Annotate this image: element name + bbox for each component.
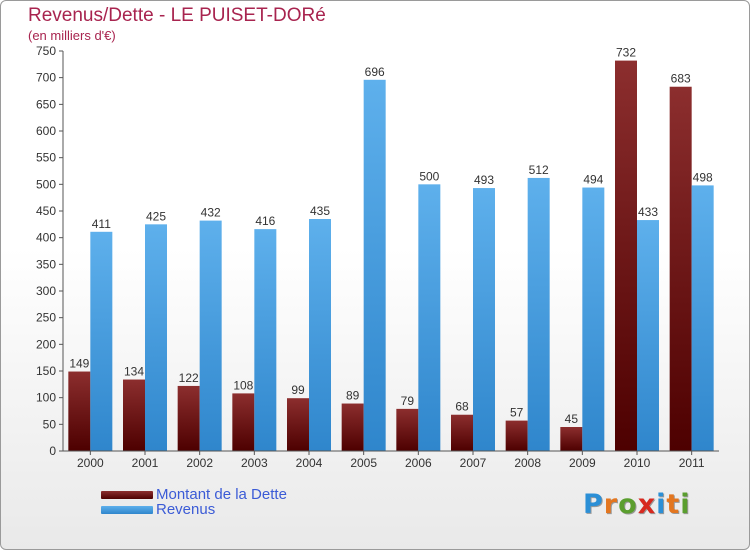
logo-letter: t — [666, 489, 681, 520]
dette-bar-label: 732 — [616, 46, 636, 60]
revenus-bar-label: 433 — [638, 205, 658, 219]
y-tick-label: 700 — [36, 71, 56, 85]
revenus-bar — [582, 187, 605, 452]
dette-bar-label: 134 — [124, 365, 144, 379]
y-tick-label: 150 — [36, 364, 56, 378]
dette-bar — [669, 86, 692, 451]
x-tick-label: 2007 — [460, 456, 487, 470]
x-tick-label: 2003 — [241, 456, 268, 470]
revenus-bar — [691, 185, 714, 451]
logo-letter: o — [618, 489, 638, 520]
proxiti-logo: Proxiti — [583, 489, 691, 520]
dette-bar-label: 122 — [179, 371, 199, 385]
y-tick-label: 350 — [36, 257, 56, 271]
chart-title: Revenus/Dette - LE PUISET-DORé — [28, 5, 326, 26]
revenus-bar-label: 411 — [92, 217, 111, 231]
logo-letter: r — [603, 489, 619, 520]
y-tick-label: 400 — [36, 231, 56, 245]
y-tick-label: 0 — [49, 444, 56, 458]
y-tick-label: 550 — [36, 151, 56, 165]
dette-bar — [396, 408, 419, 451]
logo-letter: i — [680, 489, 691, 520]
revenus-bar-label: 498 — [693, 170, 713, 184]
dette-bar — [505, 420, 528, 451]
dette-bar — [615, 60, 637, 451]
y-tick-label: 200 — [36, 337, 56, 351]
x-tick-label: 2010 — [624, 456, 651, 470]
legend-label-revenus: Revenus — [156, 501, 216, 518]
revenus-bar-label: 493 — [474, 173, 494, 187]
dette-bar — [123, 379, 145, 451]
revenus-bar-label: 435 — [310, 204, 330, 218]
dette-bar-label: 57 — [510, 406, 524, 420]
revenus-bar — [637, 220, 659, 451]
revenus-bar-label: 416 — [255, 214, 275, 228]
y-tick-label: 300 — [36, 284, 56, 298]
y-tick-label: 50 — [43, 417, 57, 431]
legend: Montant de la Dette Revenus — [101, 487, 287, 517]
logo-letter: x — [637, 489, 657, 520]
x-tick-label: 2000 — [77, 456, 104, 470]
dette-bar — [341, 403, 364, 451]
x-tick-label: 2008 — [514, 456, 541, 470]
dette-bar-label: 68 — [455, 400, 469, 414]
legend-item-dette: Montant de la Dette — [101, 487, 287, 502]
x-tick-label: 2006 — [405, 456, 432, 470]
x-tick-label: 2002 — [186, 456, 213, 470]
revenus-bar-label: 494 — [583, 173, 603, 187]
revenus-bar — [527, 177, 550, 451]
legend-label-dette: Montant de la Dette — [156, 486, 287, 503]
logo-letter: i — [656, 489, 667, 520]
logo-letter: P — [583, 489, 604, 520]
revenus-bar-label: 432 — [201, 206, 221, 220]
revenus-bar — [145, 224, 167, 451]
y-tick-label: 250 — [36, 311, 56, 325]
x-tick-label: 2005 — [350, 456, 377, 470]
revenus-bar-label: 500 — [419, 169, 439, 183]
revenus-bar — [90, 231, 113, 451]
revenus-bar — [309, 219, 331, 451]
x-tick-label: 2011 — [679, 456, 705, 470]
dette-bar-label: 683 — [671, 72, 691, 86]
dette-bar-label: 108 — [233, 378, 253, 392]
dette-bar — [451, 414, 473, 451]
y-tick-label: 500 — [36, 177, 56, 191]
dette-bar-label: 79 — [401, 394, 415, 408]
legend-swatch-revenus — [101, 505, 153, 514]
x-tick-label: 2004 — [296, 456, 323, 470]
y-tick-label: 650 — [36, 97, 56, 111]
chart-subtitle: (en milliers d'€) — [28, 28, 116, 43]
revenus-bar-label: 512 — [529, 163, 549, 177]
dette-bar — [68, 371, 91, 451]
revenus-bar — [199, 220, 222, 451]
legend-item-revenus: Revenus — [101, 502, 287, 517]
revenus-bar — [254, 229, 277, 451]
dette-bar-label: 89 — [346, 389, 360, 403]
x-tick-label: 2009 — [569, 456, 596, 470]
revenus-bar — [473, 188, 495, 452]
y-tick-label: 600 — [36, 124, 56, 138]
y-tick-label: 100 — [36, 391, 56, 405]
dette-bar-label: 45 — [565, 412, 579, 426]
dette-bar — [287, 398, 309, 451]
dette-bar — [232, 393, 255, 451]
y-tick-label: 750 — [36, 44, 56, 58]
revenus-bar-label: 425 — [146, 209, 166, 223]
dette-bar — [177, 385, 200, 451]
revenus-bar — [363, 79, 386, 452]
dette-bar — [560, 427, 583, 451]
revenus-bar — [418, 184, 441, 452]
dette-bar-label: 149 — [69, 357, 89, 371]
y-tick-label: 450 — [36, 204, 56, 218]
dette-bar-label: 99 — [291, 383, 305, 397]
x-tick-label: 2001 — [132, 456, 159, 470]
revenus-bar-label: 696 — [365, 65, 385, 79]
legend-swatch-dette — [101, 490, 153, 499]
